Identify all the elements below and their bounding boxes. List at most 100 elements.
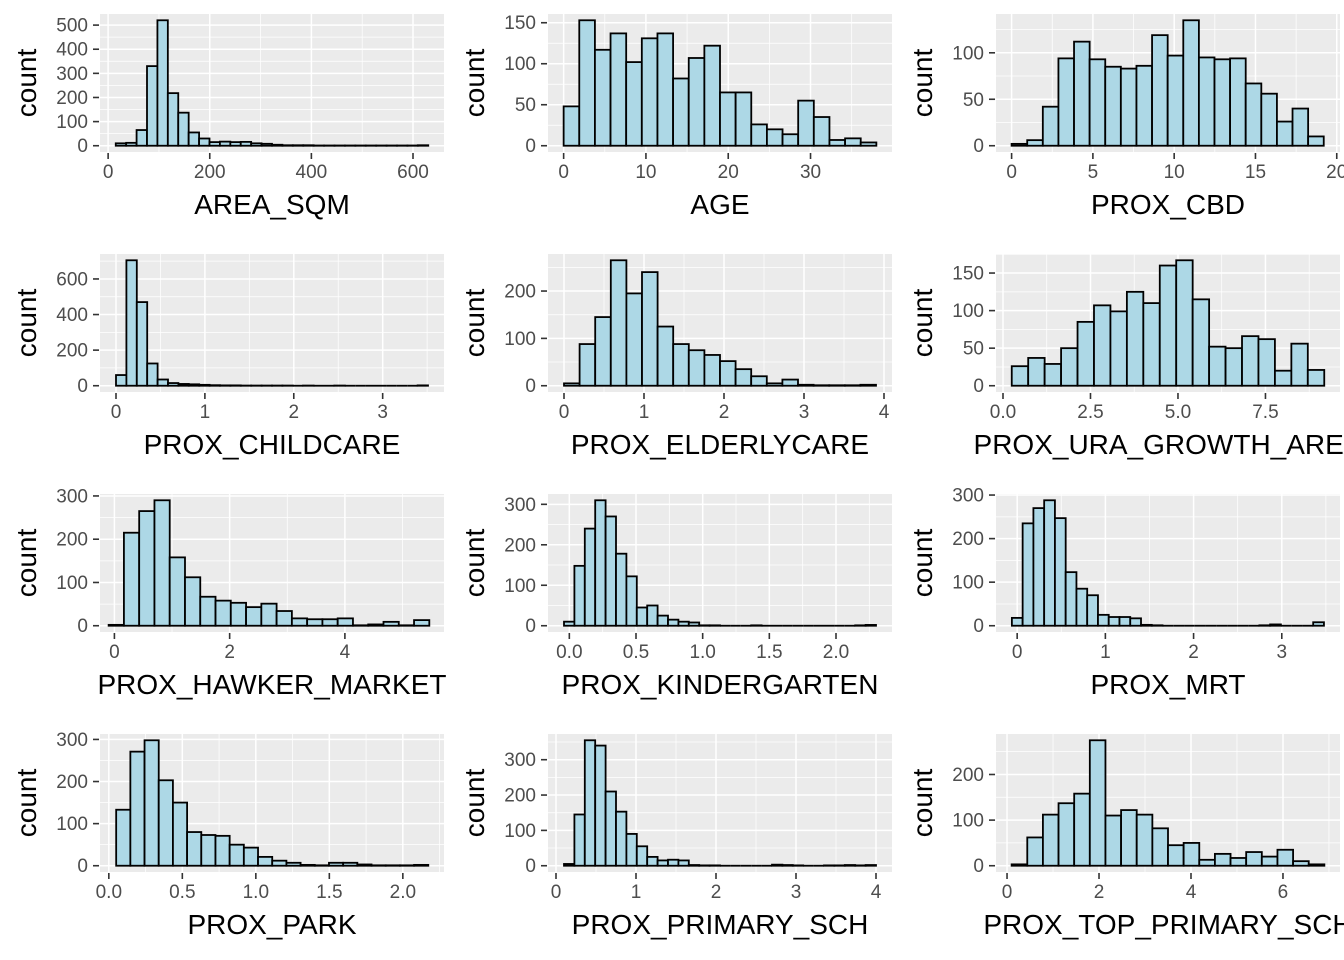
histogram-bar [186,831,203,867]
histogram-bar [356,863,373,867]
y-tick-label: 200 [56,88,88,109]
histogram-cell-age: 0 10 20 30 0 50 100 150 AGE count [448,0,896,240]
histogram-bar [1021,522,1035,627]
histogram-bar [125,259,138,387]
x-tick-label: 0.0 [556,642,582,663]
histogram-bar [199,595,217,627]
y-axis-title: count [459,769,490,838]
histogram-bar [1306,369,1326,387]
histogram-bar [625,833,638,867]
histogram-bar [687,621,701,627]
x-tick-label: 1.5 [316,882,342,903]
histogram-bar [1167,844,1185,867]
histogram-bar [1290,342,1309,387]
y-tick-label: 200 [504,282,536,303]
histogram-bar [1088,58,1107,147]
histogram-cell-prox_cbd: 0 5 10 15 20 0 50 100 PROX_CBD count [896,0,1344,240]
histogram-bar [859,383,877,387]
y-tick-label: 100 [504,329,536,350]
histogram-bar [299,863,316,867]
histogram-bar [166,92,180,147]
histogram-bar [1175,259,1194,387]
histogram-bar [1276,848,1294,867]
histogram-bar [1073,792,1091,867]
histogram-bar [1057,57,1075,147]
histogram-bar [321,618,339,627]
histogram-bar [114,142,128,147]
histogram-bar [1229,57,1247,147]
histogram-cell-prox_mrt: 0 1 2 3 0 100 200 300 PROX_MRT count [896,480,1344,720]
histogram-bar [157,779,174,867]
histogram-bar [382,620,400,627]
histogram-bar [115,808,132,867]
histogram-bar [703,44,721,147]
histogram-bar [1120,809,1138,867]
histogram-bar [765,382,784,387]
x-tick-label: 600 [397,162,429,183]
x-tick-label: 10 [1164,162,1185,183]
histogram-cell-area_sqm: 0 200 400 600 0 100 200 300 400 500 AREA_SQM count [0,0,448,240]
histogram-cell-prox_elderlycare: 0 1 2 3 4 0 100 200 PROX_ELDERLYCARE count [448,240,896,480]
x-tick-label: 6 [1278,882,1289,903]
histogram-bar [1166,54,1185,147]
histogram-bar [153,499,171,627]
histogram-panel-prox_ura_growth_area: 0.0 2.5 5.0 7.5 0 50 100 150 PROX_URA_GROWTH_ARE… [907,253,1344,460]
y-tick-label: 400 [56,40,88,61]
histogram-bar [563,620,576,627]
histogram-bar [123,531,141,627]
histogram-panel-prox_kindergarten: 0.0 0.5 1.0 1.5 2.0 0 100 200 300 PROX_KINDERGART… [459,494,892,700]
x-tick-label: 5.0 [1165,402,1191,423]
histogram-bar [336,617,354,627]
y-axis-title: count [907,529,938,598]
histogram-bar [1208,345,1227,387]
histogram-bar [1041,105,1060,147]
y-tick-label: 0 [525,376,536,397]
x-tick-label: 5 [1088,162,1099,183]
histogram-bar [129,750,146,867]
histogram-bar [583,739,597,867]
histogram-bar [766,128,784,147]
y-tick-label: 200 [56,530,88,551]
histogram-bar [1118,616,1132,627]
x-axis-title: PROX_KINDERGARTEN [562,669,879,700]
x-tick-label: 2.0 [390,882,416,903]
histogram-bar [1057,802,1076,867]
histogram-bar [1060,347,1079,387]
histogram-bar [1140,623,1153,627]
histogram-bar [1274,369,1293,387]
x-tick-label: 2.0 [823,642,849,663]
x-tick-label: 3 [791,882,802,903]
histogram-bar [1026,139,1044,147]
y-tick-label: 600 [56,269,88,290]
histogram-bar [198,137,211,147]
histogram-bar [667,618,680,627]
y-tick-label: 0 [973,376,984,397]
histogram-bar [609,32,628,147]
x-tick-label: 1.0 [243,882,269,903]
histogram-bar [578,19,596,147]
x-tick-label: 2 [224,642,235,663]
histogram-bar [1064,571,1078,627]
histogram-bar [843,864,857,867]
histogram-bar [1027,357,1046,387]
y-tick-label: 100 [56,112,88,133]
y-tick-label: 400 [56,305,88,326]
histogram-bar [1129,617,1142,627]
histogram-bar [177,111,190,147]
histogram-bar [1054,517,1067,627]
histogram-bar [625,575,638,627]
histogram-bar [177,383,190,387]
x-tick-label: 3 [799,402,810,423]
histogram-panel-prox_elderlycare: 0 1 2 3 4 0 100 200 PROX_ELDERLYCARE count [459,254,892,460]
histogram-bar [625,61,643,147]
x-tick-label: 0 [558,162,569,183]
histogram-bar [677,620,690,627]
histogram-bar [635,606,649,627]
histogram-bar [228,843,245,867]
histogram-bar [167,382,180,387]
histogram-bar [1142,302,1161,387]
histogram-bar [214,834,231,867]
histogram-bar [275,610,293,627]
histogram-bar [1076,320,1095,387]
histogram-bar [413,619,431,627]
